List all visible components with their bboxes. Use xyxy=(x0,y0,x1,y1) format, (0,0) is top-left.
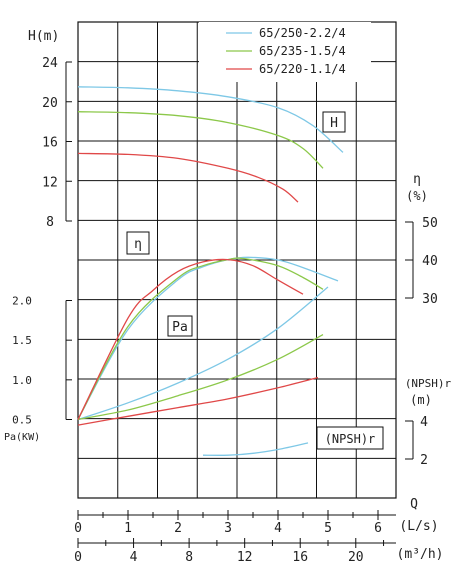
flow-ls-tick-label: 3 xyxy=(224,521,232,536)
power-curve-label: Pa xyxy=(172,320,188,335)
flow-ls-tick-label: 4 xyxy=(274,521,282,536)
legend-background xyxy=(199,22,371,82)
legend-label-3: 65/220-1.1/4 xyxy=(259,62,346,76)
efficiency-tick-label: 50 xyxy=(422,216,438,231)
flow-ls-tick-label: 2 xyxy=(174,521,182,536)
head-curve-label: H xyxy=(330,116,338,131)
series-1-pa-curve xyxy=(77,286,329,421)
axis-titles: H(m) η (%) Pa(KW) (NPSH)r (m) Q (L/s) (m… xyxy=(4,29,452,562)
efficiency-curve-label: η xyxy=(134,237,142,252)
npsh-axis-title: (NPSH)r xyxy=(405,377,452,390)
series-3-head-curve xyxy=(77,152,299,203)
legend-label-1: 65/250-2.2/4 xyxy=(259,26,346,40)
flow-m3h-unit: (m³/h) xyxy=(397,547,444,562)
series-3-pa-curve xyxy=(77,376,319,426)
head-tick-label: 24 xyxy=(42,56,58,71)
flow-axis-title: Q xyxy=(410,497,418,512)
power-axis-title: Pa(KW) xyxy=(4,432,40,443)
efficiency-tick-label: 40 xyxy=(422,254,438,269)
flow-ls-tick-label: 5 xyxy=(324,521,332,536)
power-tick-label: 2.0 xyxy=(12,295,32,308)
head-tick-label: 20 xyxy=(42,96,58,111)
series-1-npsh-curve xyxy=(202,442,309,456)
series-3-eff-curve xyxy=(77,258,304,420)
flow-ls-unit: (L/s) xyxy=(399,519,438,534)
head-tick-label: 12 xyxy=(42,175,58,190)
head-tick-label: 16 xyxy=(42,136,58,151)
head-axis-title: H(m) xyxy=(28,29,59,44)
chart-grid xyxy=(77,21,397,499)
flow-m3h-tick-label: 8 xyxy=(185,550,193,565)
series-2-pa-curve xyxy=(77,334,324,421)
power-tick-label: 1.5 xyxy=(12,334,32,347)
head-tick-label: 8 xyxy=(46,215,54,230)
head-curve-box xyxy=(322,111,346,133)
flow-m3h-tick-label: 4 xyxy=(130,550,138,565)
efficiency-tick-label: 30 xyxy=(422,292,438,307)
flow-m3h-tick-label: 20 xyxy=(348,550,364,565)
flow-m3h-tick-label: 0 xyxy=(74,550,82,565)
legend-label-2: 65/235-1.5/4 xyxy=(259,44,346,58)
npsh-curve-label: (NPSH)r xyxy=(325,432,376,446)
series-1-head-curve xyxy=(77,86,344,153)
chart-series xyxy=(77,86,344,456)
curve-labels: H η Pa (NPSH)r xyxy=(126,111,384,450)
power-tick-label: 0.5 xyxy=(12,414,32,427)
flow-ls-tick-label: 6 xyxy=(374,521,382,536)
flow-ls-tick-label: 0 xyxy=(74,521,82,536)
npsh-tick-label: 2 xyxy=(420,453,428,468)
flow-ls-tick-label: 1 xyxy=(124,521,132,536)
efficiency-axis-title: η xyxy=(413,172,421,187)
npsh-curve-box xyxy=(316,426,384,450)
npsh-tick-label: 4 xyxy=(420,415,428,430)
flow-m3h-tick-label: 12 xyxy=(237,550,253,565)
flow-m3h-tick-label: 16 xyxy=(292,550,308,565)
npsh-axis-unit: (m) xyxy=(410,393,432,407)
power-curve-box xyxy=(167,315,193,337)
power-tick-label: 1.0 xyxy=(12,374,32,387)
series-2-eff-curve xyxy=(77,257,324,420)
efficiency-curve-box xyxy=(126,231,150,255)
chart-legend: 65/250-2.2/4 65/235-1.5/4 65/220-1.1/4 xyxy=(199,22,371,82)
series-2-head-curve xyxy=(77,111,324,169)
efficiency-axis-unit: (%) xyxy=(406,189,428,203)
